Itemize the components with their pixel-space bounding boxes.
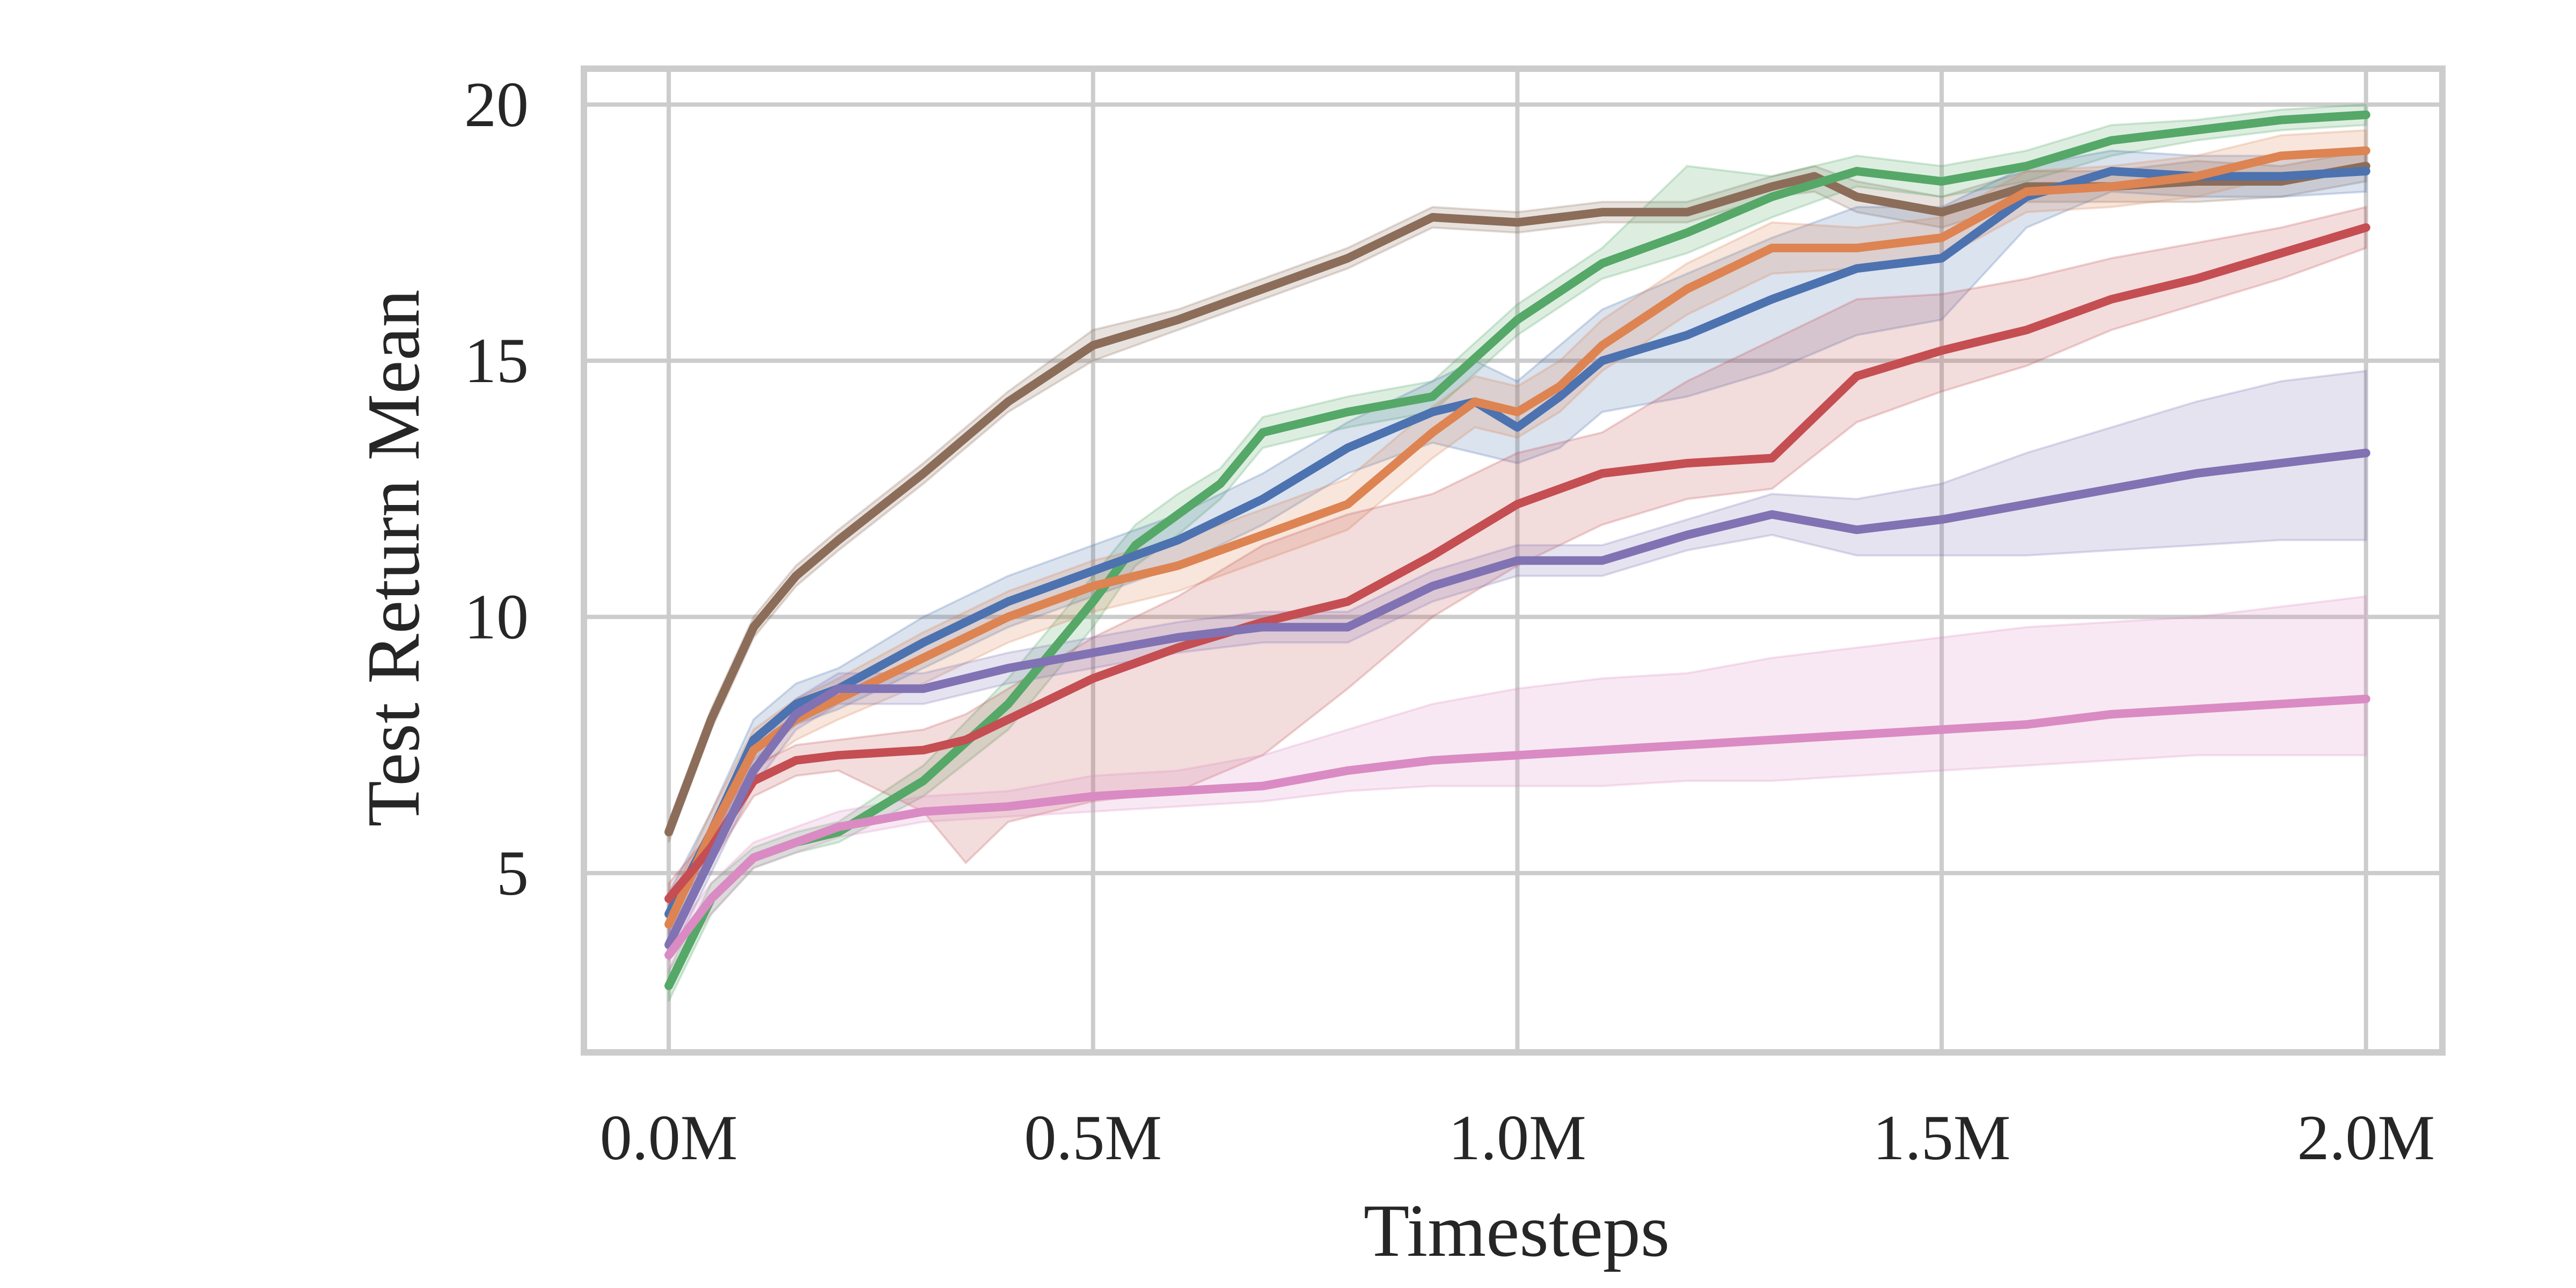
series-5-line bbox=[664, 223, 2370, 903]
series-2-line bbox=[664, 110, 2370, 990]
x-axis-title: Timesteps bbox=[1364, 1189, 1670, 1272]
y-tick-label: 5 bbox=[496, 837, 529, 909]
series-1-band bbox=[668, 149, 2367, 843]
y-tick-label: 15 bbox=[464, 325, 529, 396]
x-tick-label: 1.5M bbox=[1873, 1102, 2011, 1173]
y-axis-title: Test Return Mean bbox=[352, 289, 435, 826]
series-7-band bbox=[668, 595, 2367, 974]
series-3-band bbox=[668, 149, 2367, 935]
series-7-line bbox=[664, 694, 2370, 960]
x-tick-label: 0.0M bbox=[600, 1102, 738, 1173]
series-6-line bbox=[664, 449, 2370, 949]
x-tick-label: 0.5M bbox=[1024, 1102, 1162, 1173]
y-tick-label: 20 bbox=[464, 69, 529, 140]
x-tick-label: 2.0M bbox=[2297, 1102, 2435, 1173]
x-tick-labels: 0.0M 0.5M 1.0M 1.5M 2.0M bbox=[600, 1102, 2435, 1173]
series-lines bbox=[664, 110, 2370, 990]
series-4-line bbox=[664, 146, 2370, 929]
y-tick-label: 10 bbox=[464, 581, 529, 653]
plot-frame bbox=[581, 65, 2446, 1056]
x-tick-label: 1.0M bbox=[1448, 1102, 1586, 1173]
y-tick-labels: 5 10 15 20 bbox=[464, 69, 529, 909]
series-2-band bbox=[668, 103, 2367, 1002]
